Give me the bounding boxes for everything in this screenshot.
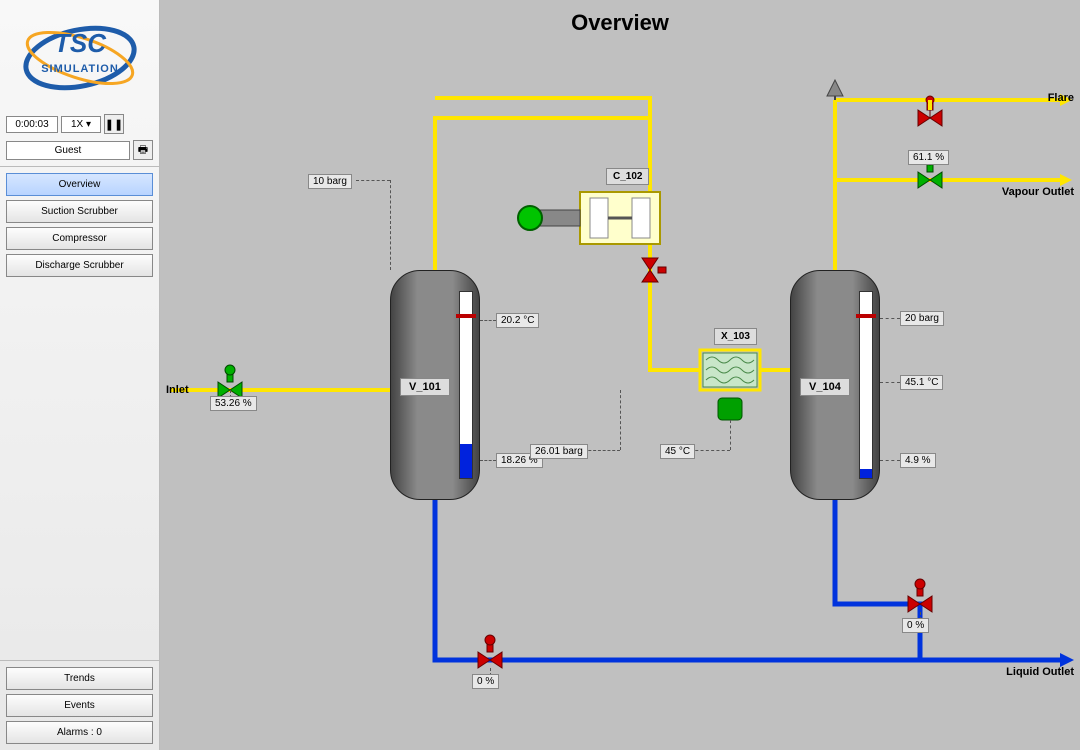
print-icon: 🖶 bbox=[138, 141, 148, 160]
v101-temp-tag[interactable]: 20.2 °C bbox=[496, 313, 539, 328]
x103-press-value: 26.01 bbox=[535, 446, 560, 457]
x103-press-tag[interactable]: 26.01 barg bbox=[530, 444, 588, 459]
cooler-x103 bbox=[703, 353, 757, 420]
v101-pressure-value: 10 bbox=[313, 176, 324, 187]
x103-temp-tag[interactable]: 45 °C bbox=[660, 444, 695, 459]
x103-temp-value: 45 bbox=[665, 446, 676, 457]
sim-speed-label: 1X bbox=[71, 119, 83, 130]
user-button[interactable]: Guest bbox=[6, 141, 130, 160]
v101-temp-value: 20.2 bbox=[501, 315, 520, 326]
vapour-outlet-label: Vapour Outlet bbox=[1002, 186, 1074, 198]
liquid-outlet-label: Liquid Outlet bbox=[1006, 666, 1074, 678]
v104-level-gauge bbox=[859, 291, 873, 479]
x103-label: X_103 bbox=[714, 328, 757, 345]
inlet-label: Inlet bbox=[166, 384, 189, 396]
user-row: Guest 🖶 bbox=[0, 138, 159, 166]
sim-time: 0:00:03 bbox=[6, 116, 58, 133]
liquid-v101-valve-value: 0 bbox=[477, 676, 483, 687]
v104-label: V_104 bbox=[800, 378, 850, 396]
svg-text:TSC: TSC bbox=[54, 28, 107, 58]
v101-level-gauge bbox=[459, 291, 473, 479]
nav-bottom: Trends Events Alarms : 0 bbox=[0, 660, 159, 750]
v101-level-value: 18.26 bbox=[501, 455, 526, 466]
liquid-v101-valve-tag[interactable]: 0 % bbox=[472, 674, 499, 689]
sim-controls: 0:00:03 1X ▾ ❚❚ bbox=[0, 110, 159, 138]
valve-recycle bbox=[642, 258, 666, 282]
v104-temp-tag[interactable]: 45.1 °C bbox=[900, 375, 943, 390]
svg-text:SIMULATION: SIMULATION bbox=[41, 63, 119, 75]
inlet-valve-tag[interactable]: 53.26 % bbox=[210, 396, 257, 411]
pause-button[interactable]: ❚❚ bbox=[104, 114, 124, 134]
compressor-c102 bbox=[518, 192, 660, 244]
liquid-v104-valve-value: 0 bbox=[907, 620, 913, 631]
vapour-valve-tag[interactable]: 61.1 % bbox=[908, 150, 949, 165]
nav-overview[interactable]: Overview bbox=[6, 173, 153, 196]
sim-speed-select[interactable]: 1X ▾ bbox=[61, 116, 101, 133]
inlet-valve-value: 53.26 bbox=[215, 398, 240, 409]
v101-label: V_101 bbox=[400, 378, 450, 396]
print-button[interactable]: 🖶 bbox=[133, 140, 153, 160]
liquid-v104-valve-tag[interactable]: 0 % bbox=[902, 618, 929, 633]
nav-events[interactable]: Events bbox=[6, 694, 153, 717]
vapour-valve-value: 61.1 bbox=[913, 152, 932, 163]
v101-pressure-tag[interactable]: 10 barg bbox=[308, 174, 352, 189]
pause-icon: ❚❚ bbox=[105, 118, 123, 131]
nav-alarms[interactable]: Alarms : 0 bbox=[6, 721, 153, 744]
v104-press-tag[interactable]: 20 barg bbox=[900, 311, 944, 326]
nav-main: Overview Suction Scrubber Compressor Dis… bbox=[0, 166, 159, 283]
diagram-canvas: Overview bbox=[160, 0, 1080, 750]
v104-level-value: 4.9 bbox=[905, 455, 919, 466]
c102-label: C_102 bbox=[606, 168, 649, 185]
sidebar: TSC SIMULATION 0:00:03 1X ▾ ❚❚ Guest 🖶 O… bbox=[0, 0, 160, 750]
nav-suction-scrubber[interactable]: Suction Scrubber bbox=[6, 200, 153, 223]
nav-trends[interactable]: Trends bbox=[6, 667, 153, 690]
flare-label: Flare bbox=[1048, 92, 1074, 104]
chevron-down-icon: ▾ bbox=[86, 119, 91, 130]
nav-discharge-scrubber[interactable]: Discharge Scrubber bbox=[6, 254, 153, 277]
logo: TSC SIMULATION bbox=[0, 0, 159, 110]
valve-liquid-v101 bbox=[478, 635, 502, 668]
nav-compressor[interactable]: Compressor bbox=[6, 227, 153, 250]
v104-temp-value: 45.1 bbox=[905, 377, 924, 388]
v104-press-value: 20 bbox=[905, 313, 916, 324]
psv-icon bbox=[827, 80, 843, 100]
v104-level-tag[interactable]: 4.9 % bbox=[900, 453, 936, 468]
